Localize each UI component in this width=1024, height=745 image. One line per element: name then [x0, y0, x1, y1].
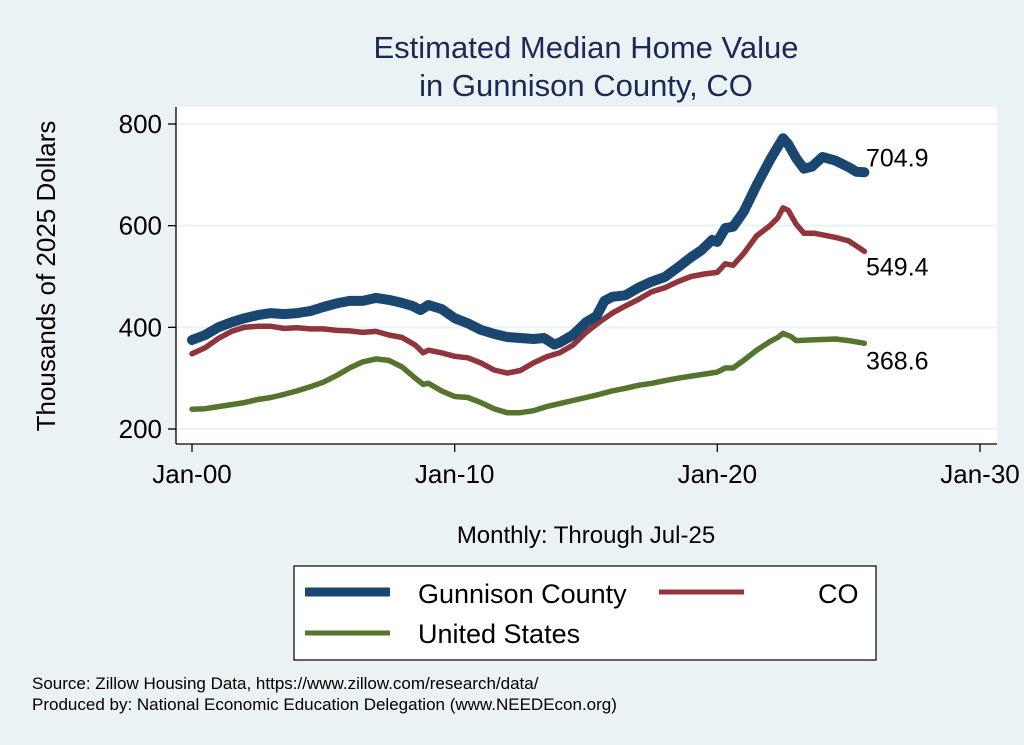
y-ticks: 200 400 600 800 [119, 109, 176, 444]
legend-label-gunnison-county: Gunnison County [418, 579, 627, 609]
series-line-gunnison-county [187, 133, 870, 350]
y-tick-label-600: 600 [119, 211, 162, 241]
end-label-co: 549.4 [866, 253, 929, 281]
y-axis-title: Thousands of 2025 Dollars [31, 121, 61, 432]
series-line-united-states [189, 330, 868, 416]
source-note: Source: Zillow Housing Data, https://www… [32, 674, 539, 693]
x-axis-title: Monthly: Through Jul-25 [457, 522, 715, 549]
series-line-co [189, 205, 868, 376]
end-labels: 704.9 549.4 368.6 [866, 144, 929, 375]
chart-title-line-1: Estimated Median Home Value [373, 30, 798, 65]
producer-note: Produced by: National Economic Education… [32, 695, 617, 714]
y-tick-label-200: 200 [119, 414, 162, 444]
y-tick-label-400: 400 [119, 312, 162, 342]
legend-box [293, 565, 877, 661]
end-label-gunnison-county: 704.9 [866, 144, 929, 172]
end-label-united-states: 368.6 [866, 347, 929, 375]
x-tick-label-jan-00: Jan-00 [152, 459, 232, 489]
x-ticks: Jan-00 Jan-10 Jan-20 Jan-30 [152, 444, 1020, 489]
x-tick-label-jan-10: Jan-10 [415, 459, 495, 489]
x-tick-label-jan-20: Jan-20 [678, 459, 758, 489]
x-tick-label-jan-30: Jan-30 [940, 459, 1020, 489]
series-lines [187, 133, 870, 416]
legend-label-united-states: United States [418, 619, 580, 649]
legend: Gunnison County CO United States [293, 565, 877, 661]
chart-title-line-2: in Gunnison County, CO [419, 68, 753, 103]
y-tick-label-800: 800 [119, 109, 162, 139]
legend-label-co: CO [818, 579, 859, 609]
